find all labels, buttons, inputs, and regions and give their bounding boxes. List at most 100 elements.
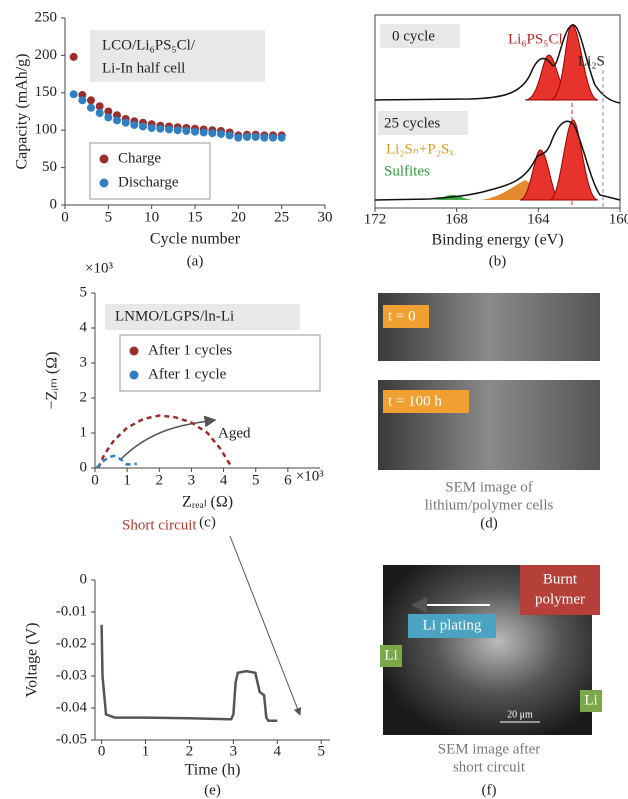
data-point [234, 133, 243, 142]
legend-label: Discharge [118, 174, 179, 190]
data-point [95, 102, 104, 111]
spectrum-label: Li₂S [578, 53, 605, 69]
data-point [173, 126, 182, 135]
x-tick-label: 0 [98, 743, 106, 759]
panel-caption: (a) [187, 253, 204, 269]
x-tick-label: 2 [186, 743, 194, 759]
y-tick-label: 3 [80, 354, 88, 370]
x-tick-label: 15 [188, 209, 203, 225]
legend-box [89, 142, 211, 200]
x-tick-label: 168 [445, 211, 468, 227]
arrow [119, 415, 217, 461]
x-tick-label: 25 [274, 209, 289, 225]
data-point [191, 127, 199, 136]
x-tick-label: 5 [105, 209, 113, 225]
data-point [130, 120, 139, 129]
y-tick-label: -0.03 [56, 667, 87, 683]
y-tick-label: 4 [80, 319, 88, 335]
x-tick-label: 6 [284, 472, 292, 488]
data-point [208, 129, 217, 138]
data-point [225, 131, 234, 140]
annotation: LCO/Li₆PS₅Cl/ [102, 37, 196, 53]
data-point [78, 96, 87, 105]
x-axis-label: Cycle number [150, 231, 241, 248]
y-tick-label: -0.01 [56, 603, 87, 619]
data-point [69, 90, 78, 99]
label-box [383, 390, 469, 413]
panel-caption: (c) [199, 514, 216, 530]
y-tick-label: 5 [80, 284, 88, 300]
data-line [95, 454, 137, 469]
data-point [243, 132, 251, 141]
x-tick-label: 0 [91, 472, 99, 488]
x-tick-label: 3 [188, 472, 196, 488]
label-box [408, 614, 496, 638]
spectrum-label: 25 cycles [384, 115, 440, 131]
image-caption: SEM image of [445, 479, 533, 495]
y-axis-label: Voltage (V) [24, 623, 41, 698]
data-point [217, 129, 225, 138]
spectrum-label: Li₆PS₅Cl [508, 31, 563, 47]
y-tick-label: -0.05 [56, 731, 87, 747]
axis-multiplier: ×10³ [296, 468, 324, 484]
panel-caption: (b) [489, 253, 507, 269]
y-tick-label: -0.02 [56, 635, 87, 651]
x-tick-label: 3 [230, 743, 238, 759]
data-point [147, 123, 156, 132]
x-tick-label: 1 [142, 743, 150, 759]
data-point [95, 108, 104, 117]
x-tick-label: 30 [318, 209, 333, 225]
data-point [269, 133, 277, 142]
data-point [165, 125, 173, 134]
x-axis-label: Zᵣₑₐₗ (Ω) [182, 494, 233, 511]
y-tick-label: 250 [35, 9, 58, 25]
legend-marker [129, 346, 139, 356]
spectrum [374, 14, 621, 209]
legend-marker [129, 370, 139, 380]
image-caption: short circuit [453, 759, 526, 775]
panel-caption: (f) [482, 782, 497, 798]
legend-marker [99, 154, 109, 164]
y-tick-label: -0.04 [56, 699, 88, 715]
x-tick-label: 164 [527, 211, 550, 227]
y-axis-label: −Zᵢₘ (Ω) [44, 352, 61, 410]
data-point [87, 103, 95, 112]
label-box [520, 565, 600, 615]
annotation-box [105, 304, 300, 330]
y-tick-label: 0 [50, 196, 58, 212]
data-point [113, 116, 121, 125]
image-label: Li plating [423, 617, 482, 633]
y-tick-label: 200 [35, 47, 58, 63]
panel-caption: (d) [480, 515, 498, 531]
x-axis-label: Binding energy (eV) [431, 232, 563, 249]
y-tick-label: 0 [80, 571, 88, 587]
legend-label: After 1 cycles [148, 342, 232, 358]
spectrum-label: Sulfites [384, 163, 430, 179]
y-tick-label: 50 [42, 159, 57, 175]
arrow [229, 535, 302, 716]
data-point [260, 133, 269, 142]
y-axis-label: Capacity (mAh/g) [14, 54, 31, 170]
x-tick-label: 4 [274, 743, 282, 759]
arrow-label: Aged [218, 425, 251, 441]
data-point [121, 118, 130, 127]
y-tick-label: 2 [80, 389, 88, 405]
image-label: Burnt [543, 571, 578, 587]
panel-caption: (e) [204, 782, 221, 798]
y-tick-label: 150 [35, 84, 58, 100]
spectrum-label: 0 cycle [392, 28, 435, 44]
x-tick-label: 1 [123, 472, 131, 488]
data-point [87, 96, 95, 105]
annotation: Li-In half cell [102, 60, 185, 76]
x-tick-label: 5 [317, 743, 325, 759]
data-point [277, 133, 286, 142]
image-label: t = 100 h [388, 393, 442, 409]
label-box [383, 305, 429, 328]
legend-marker [99, 178, 109, 188]
scale-label: 20 μm [507, 709, 533, 720]
data-line [100, 624, 278, 723]
x-tick-label: 160 [609, 211, 628, 227]
data-point [139, 122, 147, 131]
annotation-box [90, 30, 265, 82]
